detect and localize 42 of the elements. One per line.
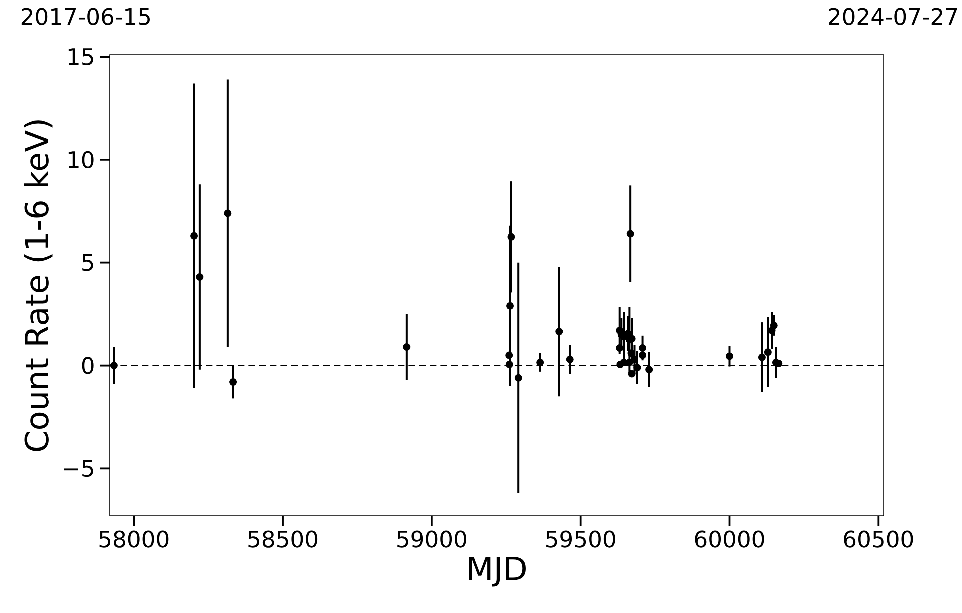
x-axis-title: MJD bbox=[469, 557, 526, 587]
point bbox=[514, 374, 522, 382]
x-tick-label: 59000 bbox=[398, 530, 466, 548]
point bbox=[758, 354, 766, 362]
x-tick-label: 59500 bbox=[546, 530, 616, 548]
point bbox=[634, 364, 642, 372]
point bbox=[224, 210, 232, 218]
y-tick-label: −5 bbox=[64, 460, 94, 478]
point bbox=[506, 352, 514, 360]
x-tick-label: 58500 bbox=[248, 530, 318, 548]
point bbox=[403, 344, 411, 351]
point bbox=[764, 348, 772, 356]
point bbox=[566, 356, 574, 364]
point bbox=[626, 358, 634, 366]
y-tick-label: 5 bbox=[82, 254, 94, 272]
text: 2017-06-15 bbox=[22, 8, 150, 26]
y-tick-label: 0 bbox=[82, 357, 94, 374]
point bbox=[639, 352, 647, 360]
x-tick-label: 60500 bbox=[844, 530, 914, 548]
point bbox=[196, 274, 204, 282]
point bbox=[506, 302, 514, 310]
point bbox=[626, 230, 634, 238]
x-tick-label: 60000 bbox=[695, 530, 764, 548]
y-axis-title: Count Rate (1-6 keV) bbox=[24, 120, 53, 452]
point bbox=[770, 322, 778, 330]
point bbox=[506, 360, 514, 368]
point bbox=[190, 232, 198, 240]
x-tick-label: 58000 bbox=[100, 530, 169, 548]
y-tick-label: 15 bbox=[68, 48, 94, 66]
point bbox=[646, 366, 654, 374]
point bbox=[536, 358, 544, 366]
y-tick-label: 10 bbox=[68, 151, 94, 169]
point bbox=[110, 362, 118, 370]
point bbox=[639, 344, 647, 352]
point bbox=[726, 352, 734, 360]
point bbox=[631, 356, 638, 364]
point bbox=[508, 233, 516, 241]
point bbox=[616, 344, 624, 352]
point bbox=[230, 378, 238, 386]
text: 2024-07-27 bbox=[829, 8, 958, 26]
point bbox=[628, 370, 636, 378]
point bbox=[556, 328, 564, 336]
